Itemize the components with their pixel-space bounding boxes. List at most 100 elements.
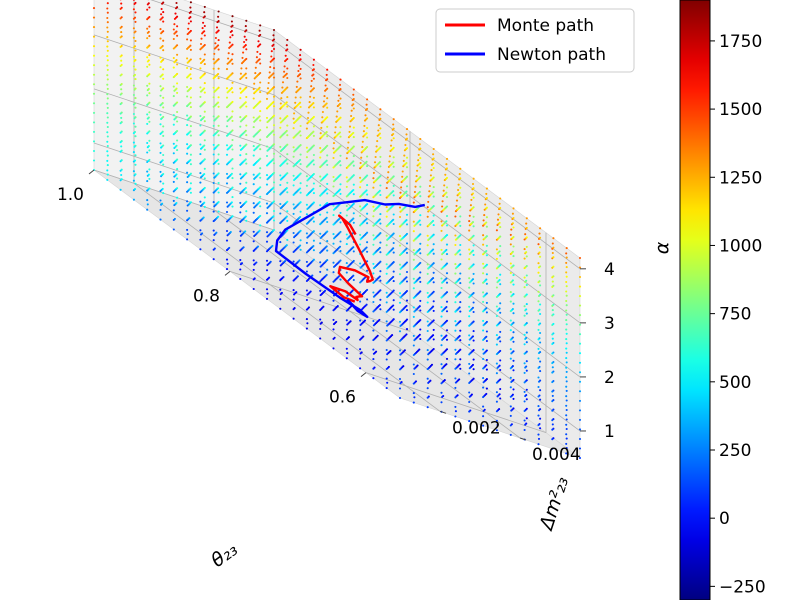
scatter-point — [537, 434, 539, 436]
scatter-point — [332, 328, 334, 330]
scatter-point — [538, 252, 540, 254]
scatter-point — [472, 364, 474, 366]
scatter-point — [432, 220, 434, 222]
scatter-point — [499, 302, 501, 304]
scatter-point — [313, 106, 315, 108]
scatter-point — [273, 77, 275, 79]
x-tick-mark — [89, 170, 94, 174]
scatter-point — [459, 244, 461, 246]
scatter-point — [375, 156, 377, 158]
scatter-point — [231, 116, 233, 118]
scatter-point — [402, 170, 404, 172]
scatter-point — [231, 91, 233, 93]
scatter-point — [579, 428, 581, 430]
scatter-point — [454, 320, 456, 322]
scatter-point — [468, 391, 470, 393]
scatter-point — [418, 349, 420, 351]
scatter-point — [433, 167, 435, 169]
scatter-point — [107, 69, 109, 71]
scatter-point — [524, 343, 526, 345]
scatter-point — [300, 211, 302, 213]
scatter-point — [486, 226, 488, 228]
scatter-point — [552, 390, 554, 392]
scatter-point — [538, 423, 540, 425]
scatter-point — [336, 110, 338, 112]
scatter-point — [190, 201, 192, 203]
scatter-point — [413, 249, 415, 251]
scatter-point — [93, 131, 95, 133]
scatter-point — [414, 186, 416, 188]
scatter-point — [218, 20, 220, 22]
scatter-point — [366, 270, 368, 272]
scatter-point — [429, 185, 431, 187]
scatter-point — [468, 287, 470, 289]
scatter-point — [524, 362, 526, 364]
scatter-point — [459, 253, 461, 255]
scatter-point — [226, 240, 228, 242]
scatter-point — [524, 248, 526, 250]
scatter-point — [323, 95, 325, 97]
scatter-point — [121, 92, 123, 94]
scatter-point — [239, 230, 241, 232]
scatter-point — [319, 147, 321, 149]
scatter-point — [512, 312, 514, 314]
scatter-point — [309, 96, 311, 98]
scatter-point — [393, 128, 395, 130]
scatter-point — [231, 173, 233, 175]
scatter-point — [388, 161, 390, 163]
scatter-point — [148, 83, 150, 85]
scatter-point — [199, 172, 201, 174]
scatter-point — [459, 173, 461, 175]
scatter-point — [239, 116, 241, 118]
scatter-point — [346, 243, 348, 245]
scatter-point — [413, 344, 415, 346]
scatter-point — [245, 105, 247, 107]
scatter-point — [366, 104, 368, 106]
scatter-point — [326, 202, 328, 204]
scatter-point — [204, 130, 206, 132]
scatter-point — [300, 201, 302, 203]
scatter-point — [339, 79, 341, 81]
scatter-point — [346, 262, 348, 264]
scatter-point — [379, 218, 381, 220]
scatter-point — [121, 16, 123, 18]
scatter-point — [552, 266, 554, 268]
scatter-point — [526, 341, 528, 343]
scatter-point — [286, 106, 288, 108]
scatter-point — [373, 172, 375, 174]
scatter-point — [372, 301, 374, 303]
scatter-point — [256, 56, 258, 58]
scatter-point — [326, 88, 328, 90]
scatter-point — [306, 185, 308, 187]
scatter-point — [311, 80, 313, 82]
scatter-point — [482, 329, 484, 331]
scatter-point — [526, 303, 528, 305]
scatter-point — [259, 110, 261, 112]
scatter-point — [218, 106, 220, 108]
scatter-point — [486, 273, 488, 275]
scatter-point — [293, 203, 295, 205]
scatter-point — [281, 87, 283, 89]
scatter-point — [486, 359, 488, 361]
scatter-point — [405, 219, 407, 221]
scatter-point — [273, 219, 275, 221]
scatter-point — [162, 188, 164, 190]
scatter-point — [440, 277, 442, 279]
scatter-point — [148, 159, 150, 161]
scatter-point — [405, 276, 407, 278]
scatter-point — [148, 35, 150, 37]
scatter-point — [273, 200, 275, 202]
scatter-point — [526, 351, 528, 353]
scatter-point — [552, 418, 554, 420]
scatter-point — [526, 274, 528, 276]
scatter-point — [293, 127, 295, 129]
scatter-point — [286, 244, 288, 246]
scatter-point — [176, 63, 178, 65]
scatter-point — [440, 230, 442, 232]
scatter-point — [415, 380, 417, 382]
scatter-point — [186, 200, 188, 202]
scatter-point — [512, 322, 514, 324]
scatter-point — [259, 24, 261, 26]
scatter-point — [399, 292, 401, 294]
scatter-point — [373, 367, 375, 369]
